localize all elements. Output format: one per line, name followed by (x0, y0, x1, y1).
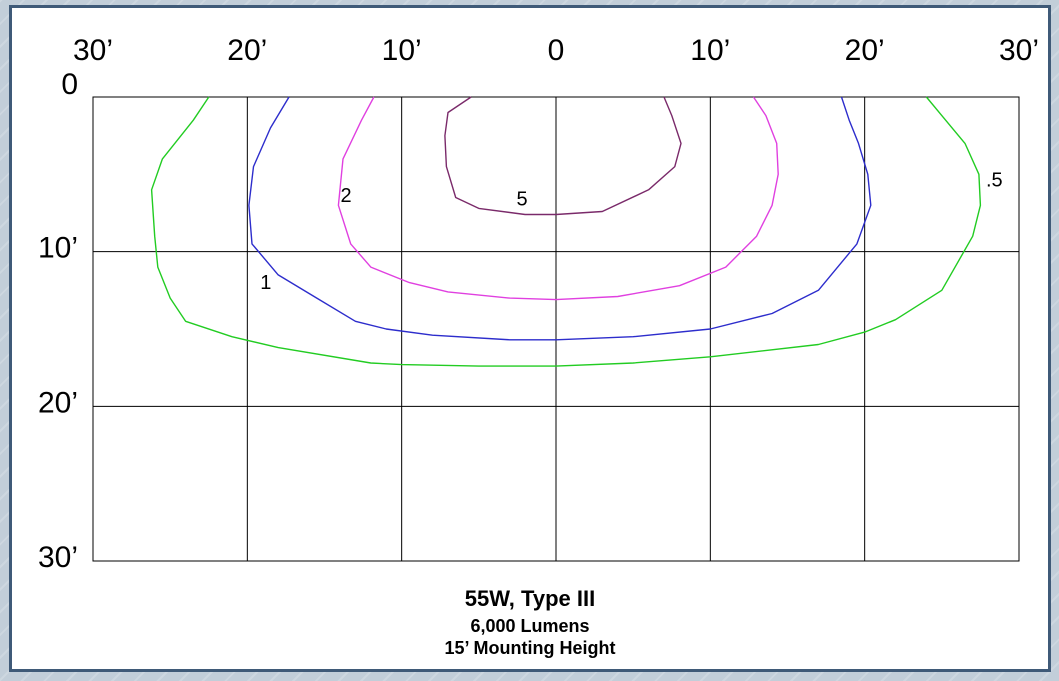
x-tick-label: 20’ (845, 34, 885, 67)
contour-value-label: 5 (516, 188, 527, 210)
contour-line-half-5 (150, 96, 982, 367)
contour-value-label: 2 (341, 185, 352, 207)
x-tick-label: 20’ (227, 34, 267, 67)
contour-labels: 2 51.5 (260, 170, 1002, 294)
x-tick-label: 10’ (382, 34, 422, 67)
y-tick-label: 0 (61, 68, 78, 101)
contour-line-2 (337, 96, 779, 301)
contour-value-label: .5 (986, 170, 1003, 192)
contour-lines (150, 96, 982, 367)
contour-line-5 (444, 96, 682, 216)
mounting-height-label: 15’ Mounting Height (444, 638, 616, 658)
y-tick-label: 10’ (38, 232, 78, 265)
isofootcandle-plot: 30’ 20’ 10’ 0 10’ 20’ 30’ 010’20’30’ 2 51.5 (38, 34, 1039, 574)
diagram-panel: 30’ 20’ 10’ 0 10’ 20’ 30’ 0 10’ 20’ 30’ 2 5 1.5 55W… (9, 5, 1051, 672)
contour-line-1 (248, 96, 872, 341)
contour-value-label: 1 (260, 272, 271, 294)
x-tick-label: 30’ (999, 34, 1039, 67)
y-axis-ticks: 0 10’ 20’ 30’ (38, 68, 78, 574)
x-tick-label: 0 (548, 34, 565, 67)
lumens-label: 6,000 Lumens (470, 616, 590, 636)
x-tick-label: 30’ (73, 34, 113, 67)
x-axis-ticks: 30’ 20’ 10’ 0 10’ 20’ 30’ (73, 34, 1039, 67)
y-tick-label: 20’ (38, 386, 78, 419)
diagram-title: 55W, Type III (464, 586, 596, 611)
plot-grid (92, 96, 1020, 562)
x-tick-label: 10’ (690, 34, 730, 67)
y-tick-label: 30’ (38, 541, 78, 574)
